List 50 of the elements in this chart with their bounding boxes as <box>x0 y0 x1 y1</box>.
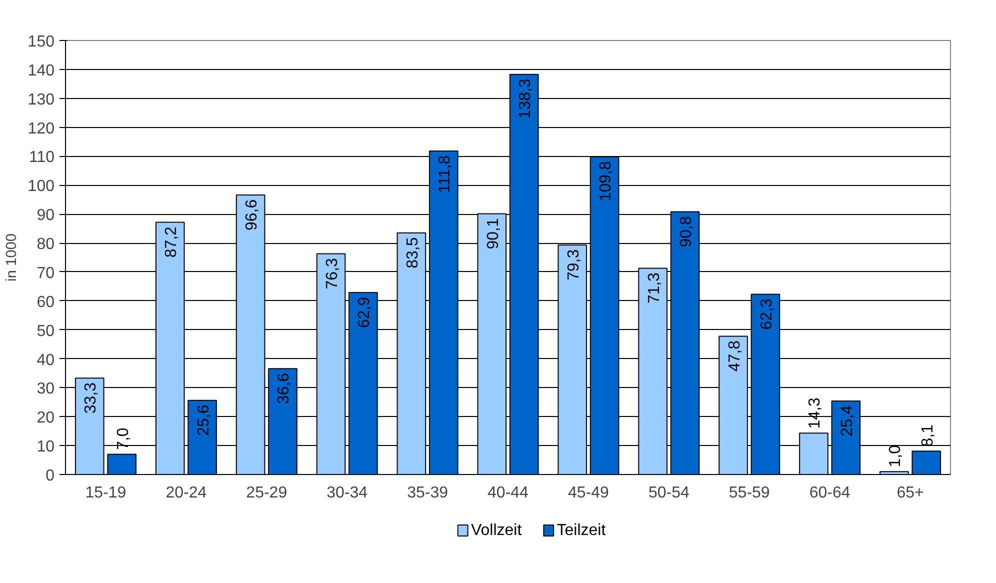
x-tick-label: 30-34 <box>326 484 368 502</box>
x-tick-label: 60-64 <box>809 484 850 502</box>
legend-label: Teilzeit <box>556 522 606 539</box>
data-label: 90,8 <box>678 216 695 248</box>
x-tick-label: 35-39 <box>407 484 448 502</box>
data-label: 14,3 <box>806 398 824 429</box>
y-tick-label: 90 <box>36 207 55 224</box>
x-tick-label: 45-49 <box>568 484 610 502</box>
data-label: 47,8 <box>726 340 744 372</box>
data-label: 36,6 <box>276 372 293 404</box>
x-tick-label: 25-29 <box>246 484 288 502</box>
data-label: 111,8 <box>436 155 454 194</box>
y-axis-title: in 1000 <box>4 233 20 282</box>
data-label: 79,3 <box>565 249 582 281</box>
y-tick-label: 0 <box>46 468 55 484</box>
x-tick-label: 15-19 <box>85 484 126 502</box>
data-label: 96,6 <box>244 199 261 230</box>
y-tick-label: 140 <box>28 62 55 80</box>
y-tick-label: 10 <box>36 438 55 456</box>
y-tick-label: 110 <box>28 149 55 166</box>
y-tick-label: 30 <box>36 380 55 398</box>
data-label: 62,3 <box>758 298 776 330</box>
legend-label: Vollzeit <box>470 522 522 539</box>
y-tick-label: 40 <box>36 352 55 369</box>
data-label: 87,2 <box>163 226 180 258</box>
y-tick-label: 50 <box>36 322 55 340</box>
data-label: 25,6 <box>195 404 212 436</box>
y-tick-label: 120 <box>28 120 55 138</box>
y-tick-label: 60 <box>36 294 55 311</box>
data-label: 71,3 <box>646 272 663 304</box>
data-label: 83,5 <box>404 237 422 268</box>
y-tick-label: 70 <box>36 264 55 282</box>
y-tick-label: 100 <box>28 178 55 196</box>
data-label: 76,3 <box>324 258 341 290</box>
y-tick-label: 80 <box>36 236 55 254</box>
data-label: 109,8 <box>598 161 615 202</box>
data-label: 33,3 <box>82 382 100 414</box>
data-label: 90,1 <box>484 218 502 250</box>
x-tick-label: 50-54 <box>648 484 690 502</box>
y-tick-label: 150 <box>28 34 55 50</box>
x-tick-label: 65+ <box>896 484 924 502</box>
x-tick-label: 55-59 <box>728 484 770 502</box>
y-tick-label: 20 <box>36 410 55 427</box>
data-label: 1,0 <box>887 444 904 468</box>
x-tick-label: 40-44 <box>488 484 529 502</box>
data-label: 62,9 <box>356 296 374 328</box>
y-tick-label: 130 <box>28 91 55 108</box>
data-label: 25,4 <box>838 405 856 436</box>
x-tick-label: 20-24 <box>166 484 207 502</box>
data-label: 138,3 <box>517 78 534 119</box>
